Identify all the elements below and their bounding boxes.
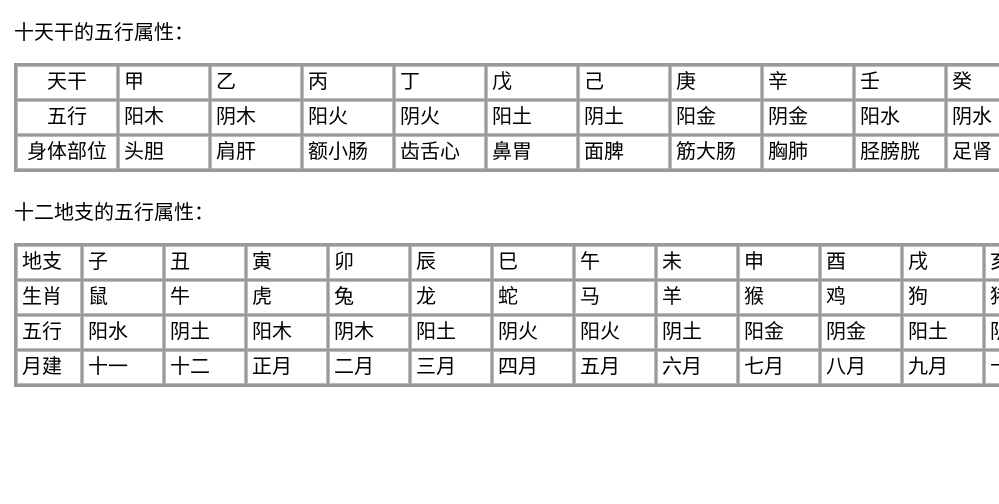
table-cell: 胸肺 (763, 136, 853, 169)
table-cell: 面脾 (579, 136, 669, 169)
table-cell: 鼠 (83, 281, 163, 314)
table-cell: 额小肠 (303, 136, 393, 169)
table-row: 地支 子 丑 寅 卯 辰 巳 午 未 申 酉 戌 亥 (17, 246, 999, 279)
table-cell: 鸡 (821, 281, 901, 314)
table-cell: 十月 (985, 351, 999, 384)
table-cell: 庚 (671, 66, 761, 99)
table-row: 五行 阳木 阴木 阳火 阴火 阳土 阴土 阳金 阴金 阳水 阴水 (17, 101, 999, 134)
table-cell: 亥 (985, 246, 999, 279)
table-cell: 虎 (247, 281, 327, 314)
table-cell: 肩肝 (211, 136, 301, 169)
table-cell: 马 (575, 281, 655, 314)
table-cell: 阳土 (903, 316, 983, 349)
tiangan-table: 天干 甲 乙 丙 丁 戊 己 庚 辛 壬 癸 五行 阳木 阴木 阳火 阴火 阳土… (14, 63, 999, 172)
table-cell: 阳金 (739, 316, 819, 349)
table-cell: 阴土 (165, 316, 245, 349)
table-cell: 十二 (165, 351, 245, 384)
table-cell: 猪 (985, 281, 999, 314)
table-cell: 齿舌心 (395, 136, 485, 169)
row-label: 五行 (17, 101, 117, 134)
table-cell: 戌 (903, 246, 983, 279)
table-cell: 戊 (487, 66, 577, 99)
table-cell: 蛇 (493, 281, 573, 314)
table-cell: 阴金 (821, 316, 901, 349)
table-cell: 阴火 (395, 101, 485, 134)
table-cell: 阴金 (763, 101, 853, 134)
table-cell: 丁 (395, 66, 485, 99)
table-cell: 酉 (821, 246, 901, 279)
table-cell: 七月 (739, 351, 819, 384)
table-cell: 兔 (329, 281, 409, 314)
table-cell: 甲 (119, 66, 209, 99)
table-cell: 阳火 (303, 101, 393, 134)
row-label: 五行 (17, 316, 81, 349)
table-cell: 九月 (903, 351, 983, 384)
table-cell: 丑 (165, 246, 245, 279)
table-row: 生肖 鼠 牛 虎 兔 龙 蛇 马 羊 猴 鸡 狗 猪 (17, 281, 999, 314)
table-cell: 午 (575, 246, 655, 279)
table-cell: 八月 (821, 351, 901, 384)
table-cell: 壬 (855, 66, 945, 99)
table-cell: 羊 (657, 281, 737, 314)
table-cell: 十一 (83, 351, 163, 384)
table-cell: 阳土 (411, 316, 491, 349)
table-cell: 辛 (763, 66, 853, 99)
table-cell: 阳木 (247, 316, 327, 349)
table-cell: 鼻胃 (487, 136, 577, 169)
table-cell: 阴木 (329, 316, 409, 349)
table-cell: 阳金 (671, 101, 761, 134)
table-cell: 阴土 (579, 101, 669, 134)
table-cell: 乙 (211, 66, 301, 99)
table-row: 五行 阳水 阴土 阳木 阴木 阳土 阴火 阳火 阴土 阳金 阴金 阳土 阴水 (17, 316, 999, 349)
table-cell: 正月 (247, 351, 327, 384)
table-cell: 阳水 (855, 101, 945, 134)
row-label: 生肖 (17, 281, 81, 314)
table-cell: 卯 (329, 246, 409, 279)
table-cell: 阳木 (119, 101, 209, 134)
table-row: 身体部位 头胆 肩肝 额小肠 齿舌心 鼻胃 面脾 筋大肠 胸肺 胫膀胱 足肾 (17, 136, 999, 169)
table-cell: 巳 (493, 246, 573, 279)
table-cell: 头胆 (119, 136, 209, 169)
table-cell: 胫膀胱 (855, 136, 945, 169)
table-cell: 牛 (165, 281, 245, 314)
table-row: 天干 甲 乙 丙 丁 戊 己 庚 辛 壬 癸 (17, 66, 999, 99)
table-cell: 辰 (411, 246, 491, 279)
table-cell: 三月 (411, 351, 491, 384)
table-cell: 猴 (739, 281, 819, 314)
table-cell: 阴土 (657, 316, 737, 349)
table-cell: 子 (83, 246, 163, 279)
table-cell: 阴火 (493, 316, 573, 349)
table-cell: 五月 (575, 351, 655, 384)
table-cell: 丙 (303, 66, 393, 99)
table-cell: 四月 (493, 351, 573, 384)
table-cell: 申 (739, 246, 819, 279)
row-label: 身体部位 (17, 136, 117, 169)
table-cell: 足肾 (947, 136, 999, 169)
table-cell: 癸 (947, 66, 999, 99)
row-label: 月建 (17, 351, 81, 384)
table-cell: 己 (579, 66, 669, 99)
table-row: 月建 十一 十二 正月 二月 三月 四月 五月 六月 七月 八月 九月 十月 (17, 351, 999, 384)
table-cell: 六月 (657, 351, 737, 384)
table-cell: 阴木 (211, 101, 301, 134)
table-cell: 未 (657, 246, 737, 279)
table-cell: 二月 (329, 351, 409, 384)
section2-title: 十二地支的五行属性： (14, 196, 985, 225)
row-label: 天干 (17, 66, 117, 99)
table-cell: 筋大肠 (671, 136, 761, 169)
table-cell: 阳火 (575, 316, 655, 349)
table-cell: 龙 (411, 281, 491, 314)
table-cell: 寅 (247, 246, 327, 279)
table-cell: 阳水 (83, 316, 163, 349)
row-label: 地支 (17, 246, 81, 279)
dizhi-table: 地支 子 丑 寅 卯 辰 巳 午 未 申 酉 戌 亥 生肖 鼠 牛 虎 兔 龙 … (14, 243, 999, 387)
table-cell: 狗 (903, 281, 983, 314)
table-cell: 阴水 (985, 316, 999, 349)
table-cell: 阴水 (947, 101, 999, 134)
section1-title: 十天干的五行属性： (14, 16, 985, 45)
table-cell: 阳土 (487, 101, 577, 134)
